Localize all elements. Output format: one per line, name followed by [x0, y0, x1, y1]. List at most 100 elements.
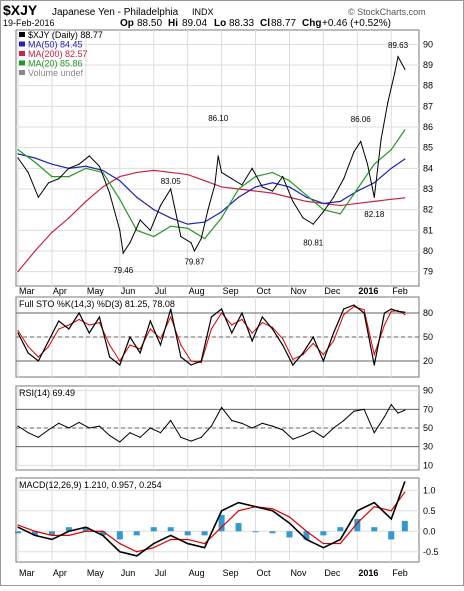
sto-d-line-point [180, 344, 182, 346]
sto-d-line-point [109, 344, 111, 346]
rsi-line-point [251, 427, 253, 429]
price-line-point [149, 229, 151, 231]
sto-d-line-point [373, 354, 375, 356]
x-tick-label: Jul [155, 286, 167, 296]
price-line-point [58, 178, 60, 180]
macd-signal-line-point [17, 524, 19, 526]
sto-d-line-point [149, 328, 151, 330]
symbol-description: Japanese Yen - Philadelphia [52, 7, 179, 18]
price-line-point [360, 140, 362, 143]
price-panel-frame [15, 29, 420, 287]
macd-signal-line-point [51, 534, 53, 536]
macd-hist-bar [82, 527, 89, 532]
panel-title: Full STO %K(14,3) %D(3) 81.25, 78.08 [19, 299, 175, 309]
price-line-point [27, 171, 29, 174]
price-line-point [312, 223, 314, 225]
ma200-line-point [153, 169, 155, 171]
x-tick-label-bottom: Jun [121, 568, 136, 578]
price-annotation: 83.05 [161, 177, 182, 186]
sto-d-line-point [241, 318, 243, 320]
macd-line-point [170, 534, 172, 536]
sto-k-line-point [190, 364, 192, 366]
x-tick-label: Feb [392, 286, 408, 296]
price-line-point [17, 157, 19, 159]
rsi-line-point [119, 441, 121, 443]
macd-hist-bar [320, 531, 327, 536]
macd-line-point [322, 547, 324, 549]
rsi-line-point [353, 410, 355, 412]
rsi-line-point [390, 404, 392, 406]
rsi-line-point [88, 427, 90, 429]
price-line-point [394, 72, 396, 74]
y-tick-label: 1.0 [423, 485, 436, 495]
macd-line-point [136, 555, 138, 557]
y-tick-label: 89 [423, 60, 433, 70]
macd-hist-bar [167, 527, 174, 532]
sto-d-line-point [404, 314, 406, 316]
ma200-line-point [119, 176, 121, 178]
macd-hist-bar [218, 514, 225, 532]
legend-entry: $XJY (Daily) 88.77 [28, 30, 103, 40]
price-line-point [387, 101, 389, 103]
sto-k-line-point [58, 320, 60, 322]
rsi-line-point [17, 425, 19, 427]
macd-panel: -0.5 0.0 0.5 1.0 MACD(12,26,9) 1.210, 0.957,… [15, 478, 439, 562]
price-line-point [220, 171, 223, 174]
sto-d-line-point [210, 328, 213, 330]
macd-line-point [390, 518, 392, 520]
ma200-line-point [136, 171, 138, 174]
ma50-line-point [153, 209, 155, 211]
price-panel: 79 80 81 82 83 84 85 86 87 88 89 90 Mar Apr May Jun Jul A… [16, 30, 433, 296]
price-annotation: 86.06 [351, 115, 372, 124]
ma200-line-point [102, 186, 104, 188]
macd-line [17, 481, 406, 557]
rsi-line-point [231, 419, 233, 422]
ma50-line-point [254, 186, 257, 188]
sto-k-line-point [363, 312, 365, 314]
sto-d-line-point [353, 306, 355, 308]
sto-k-line-point [271, 328, 274, 330]
sto-d-line-point [170, 316, 172, 318]
price-line [17, 55, 406, 255]
sto-k-line-point [231, 332, 233, 334]
price-line-point [68, 167, 70, 169]
macd-line-point [187, 542, 189, 545]
rsi-line-point [68, 427, 70, 429]
macd-hist-bar [184, 531, 191, 536]
x-tick-label: May [87, 286, 105, 296]
x-tick-label-bottom: Aug [189, 568, 205, 578]
macd-signal-line-point [288, 516, 291, 518]
sto-d-line-point [231, 324, 233, 326]
price-annotation: 89.63 [388, 41, 409, 50]
price-line-point [214, 184, 216, 186]
sto-k-line-point [383, 312, 386, 314]
y-tick-label: 10 [423, 460, 433, 470]
sto-k-line-point [149, 320, 151, 322]
rsi-line-point [220, 406, 223, 409]
rsi-line-point [27, 432, 29, 434]
price-line-point [332, 196, 335, 198]
ma200-line-point [220, 186, 223, 188]
sto-k-line-point [47, 340, 50, 342]
rsi-line-point [170, 419, 172, 422]
ma200-line-point [187, 173, 189, 176]
price-annotation: 79.87 [184, 258, 205, 267]
sto-d-line-point [27, 346, 29, 348]
sto-d-line-point [383, 324, 386, 326]
macd-hist-bar [99, 531, 106, 536]
price-line-point [170, 188, 172, 190]
macd-line-point [119, 551, 121, 553]
ma20-line-point [254, 176, 257, 178]
watermark: © StockCharts.com [348, 7, 426, 17]
macd-hist-bar [15, 531, 21, 534]
ma20-line-point [85, 167, 87, 169]
price-line-point [241, 184, 243, 186]
price-line-point [47, 182, 50, 184]
ma50-line-point [170, 217, 172, 219]
macd-hist-bar [388, 531, 395, 540]
macd-signal-line-point [237, 510, 240, 512]
sto-k-line-point [322, 360, 324, 362]
macd-signal-line-point [68, 534, 70, 536]
legend-entry: Volume undef [28, 68, 84, 78]
sto-d-line-point [200, 362, 202, 364]
